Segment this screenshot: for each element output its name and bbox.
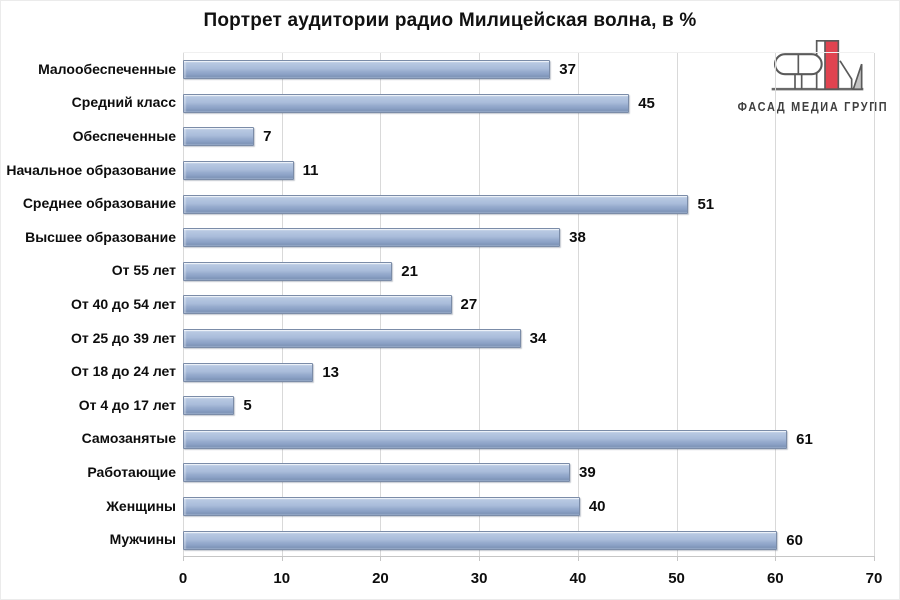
bar bbox=[183, 429, 788, 449]
value-label: 27 bbox=[460, 296, 478, 314]
gridline bbox=[479, 53, 481, 557]
value-label: 61 bbox=[796, 430, 813, 448]
category-label: Обеспеченные bbox=[72, 127, 176, 144]
value-label: 38 bbox=[569, 229, 586, 247]
axis-tick bbox=[380, 556, 382, 561]
category-label: Высшее образование bbox=[25, 228, 176, 245]
bar-row: 13 bbox=[183, 355, 874, 389]
x-axis: 0 10 20 30 40 50 60 70 bbox=[179, 556, 882, 596]
axis-tick bbox=[183, 556, 184, 561]
value-label: 5 bbox=[243, 397, 252, 415]
bar bbox=[183, 362, 314, 382]
value-label: 40 bbox=[588, 498, 606, 516]
axis-tick bbox=[577, 556, 579, 561]
axis-tick-label: 70 bbox=[865, 570, 883, 587]
value-label: 21 bbox=[401, 262, 418, 280]
bar-row: 34 bbox=[183, 322, 874, 356]
bar bbox=[183, 194, 689, 214]
value-label: 51 bbox=[697, 195, 715, 213]
gridline bbox=[874, 53, 875, 557]
gridline bbox=[577, 53, 579, 557]
value-label: 11 bbox=[302, 162, 319, 180]
bar bbox=[183, 295, 452, 315]
axis-tick bbox=[281, 556, 283, 561]
bar bbox=[183, 396, 235, 416]
axis-tick bbox=[479, 556, 481, 561]
value-label: 60 bbox=[786, 531, 803, 549]
bar bbox=[183, 60, 551, 80]
value-label: 7 bbox=[263, 128, 272, 146]
axis-tick bbox=[874, 556, 875, 561]
category-label: Работающие bbox=[87, 463, 176, 480]
value-label: 37 bbox=[559, 61, 576, 79]
category-label: Среднее образование bbox=[22, 195, 176, 212]
bar-row: 39 bbox=[183, 456, 874, 490]
value-label: 34 bbox=[529, 330, 547, 348]
axis-tick-label: 10 bbox=[273, 570, 291, 587]
bar bbox=[183, 127, 255, 147]
category-label: От 18 до 24 лет bbox=[70, 363, 176, 380]
logo-text: ФАСАД МЕДИА ГРУПП bbox=[737, 99, 889, 114]
axis-tick-label: 60 bbox=[766, 570, 784, 587]
bar bbox=[183, 261, 393, 281]
category-label: От 40 до 54 лет bbox=[70, 295, 176, 312]
category-label: Средний класс bbox=[71, 94, 176, 111]
x-axis-line bbox=[183, 556, 875, 557]
value-label: 39 bbox=[578, 464, 596, 482]
axis-tick bbox=[775, 556, 777, 561]
category-label: От 4 до 17 лет bbox=[78, 396, 176, 413]
category-labels: Малообеспеченные Средний класс Обеспеченны… bbox=[0, 52, 176, 556]
bar-row: 61 bbox=[183, 423, 874, 457]
category-label: Женщины bbox=[106, 497, 176, 514]
category-label: Малообеспеченные bbox=[38, 60, 176, 77]
plot-area: 37 45 7 11 51 38 21 27 34 13 5 61 39 40 60 bbox=[183, 52, 875, 557]
axis-tick-label: 0 bbox=[178, 570, 188, 587]
bar-row: 38 bbox=[183, 221, 874, 255]
bar-row: 40 bbox=[183, 490, 874, 524]
category-label: От 55 лет bbox=[111, 262, 176, 279]
value-label: 45 bbox=[638, 94, 655, 112]
bar bbox=[183, 161, 294, 181]
chart-title: Портрет аудитории радио Милицейская волн… bbox=[203, 10, 697, 31]
bar-row: 37 bbox=[183, 53, 874, 87]
bar-row: 51 bbox=[183, 187, 874, 221]
axis-tick-label: 50 bbox=[668, 570, 685, 587]
axis-tick-label: 30 bbox=[470, 570, 488, 587]
bar bbox=[183, 463, 570, 483]
bar bbox=[183, 329, 521, 349]
bar bbox=[183, 497, 580, 517]
bar bbox=[183, 228, 561, 248]
bar-row: 7 bbox=[183, 120, 874, 154]
bar bbox=[183, 530, 778, 550]
category-label: Начальное образование bbox=[6, 161, 176, 178]
bar-row: 21 bbox=[183, 255, 874, 289]
gridline bbox=[775, 53, 777, 557]
value-label: 13 bbox=[322, 363, 340, 381]
axis-tick-label: 40 bbox=[569, 570, 587, 587]
bar-row: 11 bbox=[183, 154, 874, 188]
axis-tick bbox=[676, 556, 678, 561]
category-label: От 25 до 39 лет bbox=[70, 329, 176, 346]
bar bbox=[183, 93, 630, 113]
bar-row: 45 bbox=[183, 87, 874, 121]
gridline bbox=[676, 53, 678, 557]
bar-rows: 37 45 7 11 51 38 21 27 34 13 5 61 39 40 60 bbox=[183, 53, 874, 557]
bar-row: 27 bbox=[183, 288, 874, 322]
bar-row: 5 bbox=[183, 389, 874, 423]
category-label: Самозанятые bbox=[81, 430, 176, 447]
bar-row: 60 bbox=[183, 523, 874, 557]
axis-tick-label: 20 bbox=[372, 570, 389, 587]
logo-monogram-icon bbox=[771, 40, 864, 91]
category-label: Мужчины bbox=[109, 531, 176, 548]
